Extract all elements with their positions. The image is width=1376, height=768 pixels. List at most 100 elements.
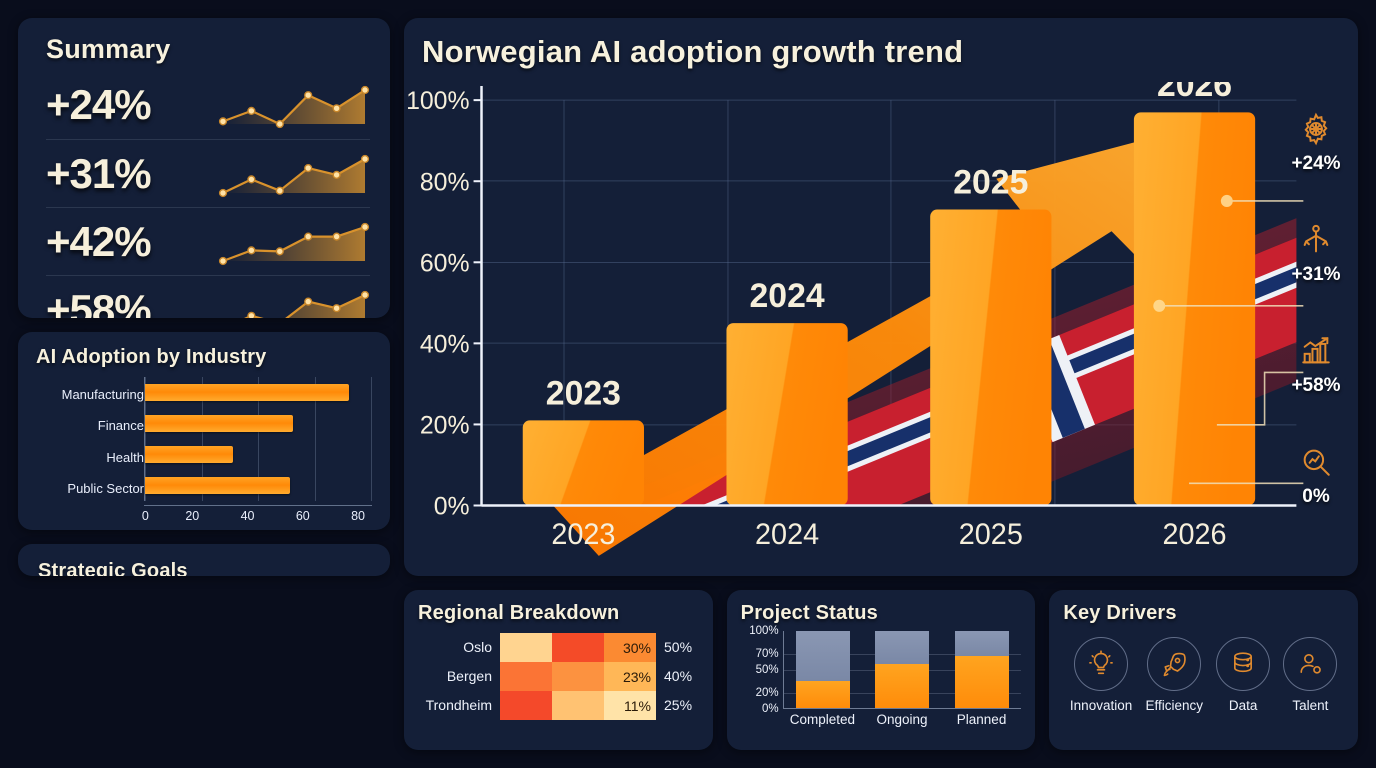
summary-sparkline bbox=[218, 81, 370, 129]
heatmap-cell[interactable] bbox=[500, 662, 552, 691]
summary-title: Summary bbox=[46, 34, 171, 64]
heatmap-cell[interactable]: 23% bbox=[604, 662, 656, 691]
summary-card: Summary +24% +31% +42% +58% bbox=[18, 18, 390, 318]
main-chart-bar-labels: 2023 2024 2025 2026 bbox=[546, 82, 1232, 412]
main-chart-bar[interactable] bbox=[1133, 112, 1256, 506]
industry-bar-row bbox=[145, 378, 372, 406]
bottom-row: Regional Breakdown Oslo Bergen Trondheim 3… bbox=[404, 590, 1358, 750]
industry-bar-row bbox=[145, 471, 372, 499]
industry-plot: 0 20 40 60 80 bbox=[141, 376, 372, 523]
heatmap-grid: 30% 23% 11% bbox=[500, 633, 656, 720]
industry-bar[interactable] bbox=[145, 445, 233, 463]
bar-chart-growth-icon bbox=[1299, 334, 1333, 373]
main-chart-y-ticks: 0% 20% 40% 60% 80% 100% bbox=[406, 87, 482, 521]
heatmap-cell[interactable] bbox=[552, 662, 604, 691]
project-status-bar-remainder bbox=[954, 631, 1009, 656]
industry-label: Public Sector bbox=[67, 481, 144, 497]
growth-arrow-icon bbox=[553, 140, 1160, 556]
kpi-badge[interactable]: 0% bbox=[1299, 445, 1333, 508]
project-status-bar[interactable] bbox=[875, 631, 930, 708]
industry-bar[interactable] bbox=[145, 383, 350, 401]
project-status-bar[interactable] bbox=[796, 631, 851, 708]
key-driver-item[interactable]: Talent bbox=[1283, 637, 1338, 713]
main-chart-card: Norwegian AI adoption growth trend bbox=[404, 18, 1358, 576]
industry-label: Manufacturing bbox=[61, 386, 144, 402]
main-chart-bar[interactable] bbox=[726, 323, 848, 506]
industry-tick: 0 bbox=[141, 508, 149, 523]
industry-chart: Manufacturing Finance Health Public Sector … bbox=[36, 376, 372, 523]
heatmap-cell[interactable] bbox=[500, 633, 552, 662]
kpi-badge[interactable]: +31% bbox=[1291, 223, 1341, 286]
project-status-y-tick: 50% bbox=[755, 664, 779, 676]
summary-row: +24% bbox=[46, 71, 370, 139]
key-driver-item[interactable]: Data bbox=[1216, 637, 1271, 713]
summary-value: +31% bbox=[46, 149, 152, 197]
summary-row: +31% bbox=[46, 139, 370, 207]
lightbulb-icon bbox=[1074, 637, 1129, 691]
project-status-y-tick: 0% bbox=[762, 703, 779, 715]
main-chart-y-tick: 80% bbox=[420, 168, 470, 196]
regional-breakdown-card: Regional Breakdown Oslo Bergen Trondheim 3… bbox=[404, 590, 713, 750]
main-chart-svg: 2023 2024 2025 2026 0% 20% 40% 60% 80% 100% 2023… bbox=[406, 82, 1304, 556]
database-icon bbox=[1216, 637, 1271, 691]
people-network-icon bbox=[1299, 223, 1333, 262]
kpi-value: +58% bbox=[1291, 375, 1341, 396]
kpi-value: +24% bbox=[1291, 153, 1341, 174]
heatmap-row-labels: Oslo Bergen Trondheim bbox=[418, 633, 500, 720]
industry-bar[interactable] bbox=[145, 476, 290, 494]
project-status-bar-remainder bbox=[796, 631, 851, 682]
main-chart-x-tick: 2024 bbox=[755, 519, 819, 551]
industry-tick: 20 bbox=[185, 508, 200, 523]
kpi-badge[interactable]: +24% bbox=[1291, 112, 1341, 175]
key-driver-label: Efficiency bbox=[1145, 698, 1203, 713]
main-chart-bar[interactable] bbox=[930, 209, 1052, 506]
heatmap-row-total: 40% bbox=[664, 668, 693, 684]
main-chart-y-tick: 60% bbox=[420, 249, 470, 277]
industry-label: Health bbox=[106, 449, 144, 465]
project-status-y-axis: 100% 70% 50% 20% 0% bbox=[741, 625, 783, 715]
industry-bars bbox=[144, 376, 372, 501]
industry-tick: 40 bbox=[240, 508, 255, 523]
strategic-goals-card: Strategic Goals Progress 100% bbox=[18, 544, 390, 576]
heatmap-row-label: Trondheim bbox=[425, 697, 492, 713]
kpi-value: 0% bbox=[1302, 486, 1330, 507]
main-chart-y-tick: 20% bbox=[420, 411, 470, 439]
industry-bar[interactable] bbox=[145, 414, 293, 432]
kpi-value: +31% bbox=[1291, 264, 1341, 285]
project-status-plot bbox=[782, 631, 1022, 709]
heatmap-cell[interactable] bbox=[552, 633, 604, 662]
project-status-chart: 100% 70% 50% 20% 0% bbox=[741, 625, 1022, 715]
main-chart-bar-label: 2024 bbox=[750, 277, 825, 315]
project-status-y-tick: 70% bbox=[755, 648, 779, 661]
heatmap-row-totals: 50% 40% 25% bbox=[656, 633, 692, 720]
heatmap-cell[interactable] bbox=[500, 691, 552, 720]
key-driver-label: Talent bbox=[1292, 698, 1329, 713]
industry-x-axis: 0 20 40 60 80 bbox=[141, 504, 372, 523]
industry-title: AI Adoption by Industry bbox=[36, 345, 267, 368]
project-status-title: Project Status bbox=[740, 602, 878, 624]
industry-label: Finance bbox=[97, 418, 144, 434]
main-chart-bar-label: 2026 bbox=[1157, 82, 1232, 104]
project-status-bar[interactable] bbox=[954, 631, 1009, 708]
summary-row: +58% bbox=[46, 275, 370, 318]
gear-icon bbox=[1299, 112, 1333, 151]
heatmap-cell[interactable] bbox=[552, 691, 604, 720]
magnifier-chart-icon bbox=[1299, 445, 1333, 484]
heatmap-row-label: Oslo bbox=[463, 639, 492, 655]
project-status-category: Ongoing bbox=[876, 712, 928, 727]
project-status-bar-value bbox=[875, 664, 930, 708]
main-chart-bar-label: 2025 bbox=[953, 163, 1028, 201]
heatmap-cell[interactable]: 11% bbox=[604, 691, 656, 720]
summary-rows: +24% +31% +42% +58% bbox=[46, 71, 370, 318]
summary-sparkline bbox=[218, 150, 370, 198]
main-chart-bar[interactable] bbox=[522, 420, 644, 506]
heatmap-cell[interactable]: 30% bbox=[604, 633, 656, 662]
person-icon bbox=[1283, 637, 1338, 691]
key-driver-item[interactable]: Efficiency bbox=[1145, 637, 1203, 713]
key-driver-item[interactable]: Innovation bbox=[1070, 637, 1132, 713]
kpi-badge[interactable]: +58% bbox=[1291, 334, 1341, 397]
key-drivers-title: Key Drivers bbox=[1063, 602, 1177, 624]
industry-card: AI Adoption by Industry Manufacturing Fin… bbox=[18, 331, 390, 530]
summary-value: +42% bbox=[46, 217, 152, 265]
